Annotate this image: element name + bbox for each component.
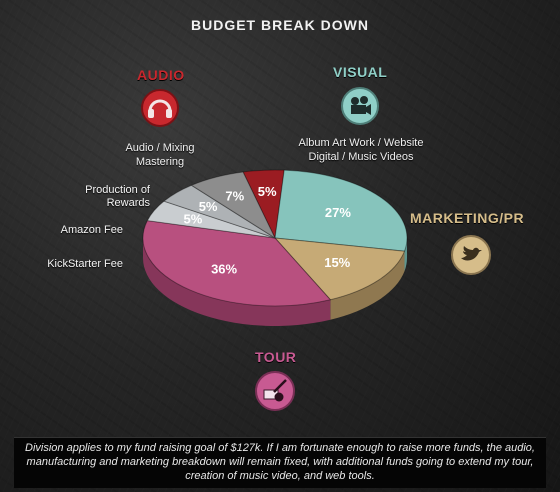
audio-note: Audio / Mixing Mastering: [104, 141, 216, 169]
visual-note-line: Digital / Music Videos: [308, 151, 414, 163]
kickstarter-label: KickStarter Fee: [47, 258, 123, 270]
pie-slice-label: 5%: [183, 211, 202, 226]
footer-text: Division applies to my fund raising goal…: [25, 442, 535, 482]
pie-slice-label: 7%: [225, 189, 244, 204]
amazon-label: Amazon Fee: [60, 224, 123, 236]
pie-slice-label: 5%: [258, 184, 277, 199]
visual-label: VISUAL: [333, 64, 388, 80]
production-label-line: Rewards: [106, 197, 150, 209]
pie-slice-label: 36%: [211, 261, 237, 276]
pie-slice-label: 27%: [325, 205, 351, 220]
chart-title: BUDGET BREAK DOWN: [191, 17, 369, 33]
pie-slice: [163, 184, 276, 239]
audio-label: AUDIO: [137, 67, 185, 83]
pie-slice-side: [404, 238, 407, 272]
guitar-ticket-icon: [255, 371, 295, 411]
marketing-label: MARKETING/PR: [410, 210, 525, 226]
pie-slice: [273, 237, 406, 301]
pie-slice-side: [330, 251, 405, 320]
production-label: Production of Rewards: [40, 184, 150, 210]
pie-slice-side: [143, 238, 331, 327]
footer-box: Division applies to my fund raising goal…: [14, 437, 546, 488]
visual-note-line: Album Art Work / Website: [298, 137, 424, 149]
film-camera-icon: [341, 87, 379, 125]
audio-note-line: Audio / Mixing: [125, 142, 195, 154]
pie-slice-label: 5%: [199, 199, 218, 214]
twitter-bird-icon: [451, 235, 491, 275]
headphones-icon: [141, 89, 179, 127]
visual-note: Album Art Work / Website Digital / Music…: [276, 136, 446, 164]
pie-slice: [190, 171, 277, 240]
pie-slice: [146, 200, 276, 239]
pie-slice: [274, 169, 408, 252]
pie-slice: [142, 220, 332, 307]
audio-note-line: Mastering: [135, 156, 185, 168]
pie-slice-label: 15%: [324, 255, 350, 270]
production-label-line: Production of: [85, 184, 150, 196]
tour-label: TOUR: [255, 349, 297, 365]
pie-slice: [242, 169, 285, 240]
